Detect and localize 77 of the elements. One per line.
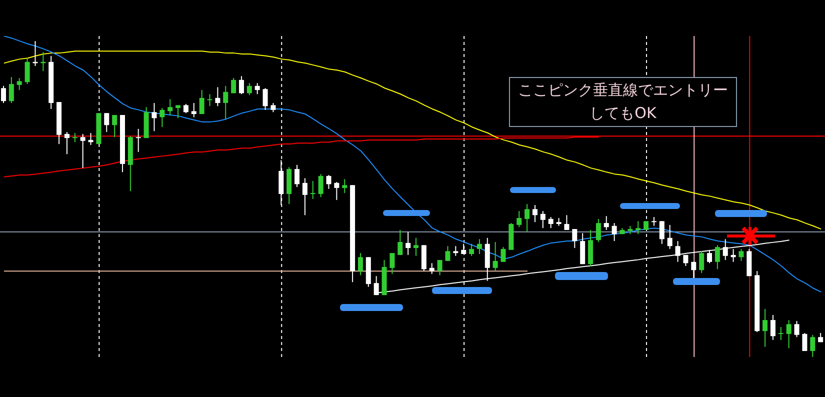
candlestick — [406, 231, 411, 256]
candlestick — [683, 254, 688, 267]
candlestick — [262, 88, 268, 110]
candlestick — [246, 82, 252, 96]
candlestick — [730, 248, 736, 262]
candlestick — [802, 332, 808, 352]
candlestick — [429, 262, 434, 274]
candlestick — [667, 224, 672, 250]
candlestick — [786, 320, 792, 349]
candlestick — [80, 133, 86, 169]
candlestick — [699, 250, 704, 274]
candlestick — [294, 164, 300, 188]
candlestick — [492, 241, 498, 272]
candlestick — [596, 218, 601, 242]
annotation: ここピンク垂直線でエントリーしてもOK — [509, 77, 737, 127]
candlestick — [223, 85, 228, 120]
candlestick — [104, 112, 110, 133]
candlestick — [532, 204, 538, 223]
candlestick — [64, 132, 70, 155]
candlestick — [270, 102, 276, 113]
candlestick — [524, 204, 530, 232]
candlestick — [572, 228, 578, 248]
candlestick — [778, 326, 784, 340]
candlestick — [476, 238, 482, 254]
candlestick — [191, 102, 196, 118]
candlestick — [326, 174, 332, 190]
candlestick — [358, 252, 363, 276]
candlestick — [342, 178, 348, 194]
candlestick — [168, 98, 173, 116]
candlestick — [1, 85, 6, 104]
candlestick — [302, 178, 308, 216]
candlestick — [691, 261, 696, 279]
candlestick — [231, 78, 236, 94]
candlestick — [398, 229, 403, 256]
candlestick — [707, 249, 712, 264]
candlestick — [500, 246, 506, 262]
candlestick — [469, 243, 474, 256]
candlestick — [183, 103, 188, 114]
candlestick — [810, 334, 816, 357]
candlestick — [714, 244, 720, 270]
candlestick — [160, 108, 165, 128]
candlestick — [318, 174, 324, 198]
candlestick — [136, 128, 141, 152]
candlestick — [453, 246, 458, 256]
candlestick — [24, 58, 30, 85]
candlestick — [390, 252, 395, 274]
candlestick — [738, 248, 744, 262]
candlestick — [16, 78, 22, 91]
candlestick — [651, 216, 656, 226]
candlestick — [770, 314, 776, 340]
candlestick — [152, 102, 157, 132]
candlestick — [612, 222, 617, 242]
candlestick — [215, 86, 220, 107]
candlestick — [207, 94, 212, 107]
candlestick — [334, 181, 340, 200]
candlestick — [762, 308, 768, 348]
candlestick — [8, 76, 14, 104]
candlestick — [540, 210, 546, 229]
candlestick — [238, 76, 244, 95]
candlestick — [199, 90, 204, 115]
candlestick — [254, 82, 260, 95]
candlestick — [310, 180, 316, 200]
candlestick — [445, 246, 450, 262]
candlestick — [636, 220, 641, 235]
candlestick — [88, 132, 94, 146]
candlestick — [72, 132, 78, 143]
candlestick — [659, 220, 664, 244]
candlestick — [604, 216, 609, 230]
candlestick — [548, 216, 554, 229]
candlestick — [176, 104, 181, 119]
candlestick — [794, 320, 800, 338]
candlestick — [516, 210, 522, 228]
candlestick — [564, 214, 570, 230]
candlestick — [414, 237, 418, 256]
candlestick — [112, 114, 118, 138]
candlestick — [437, 260, 442, 276]
candlestick — [580, 232, 586, 265]
